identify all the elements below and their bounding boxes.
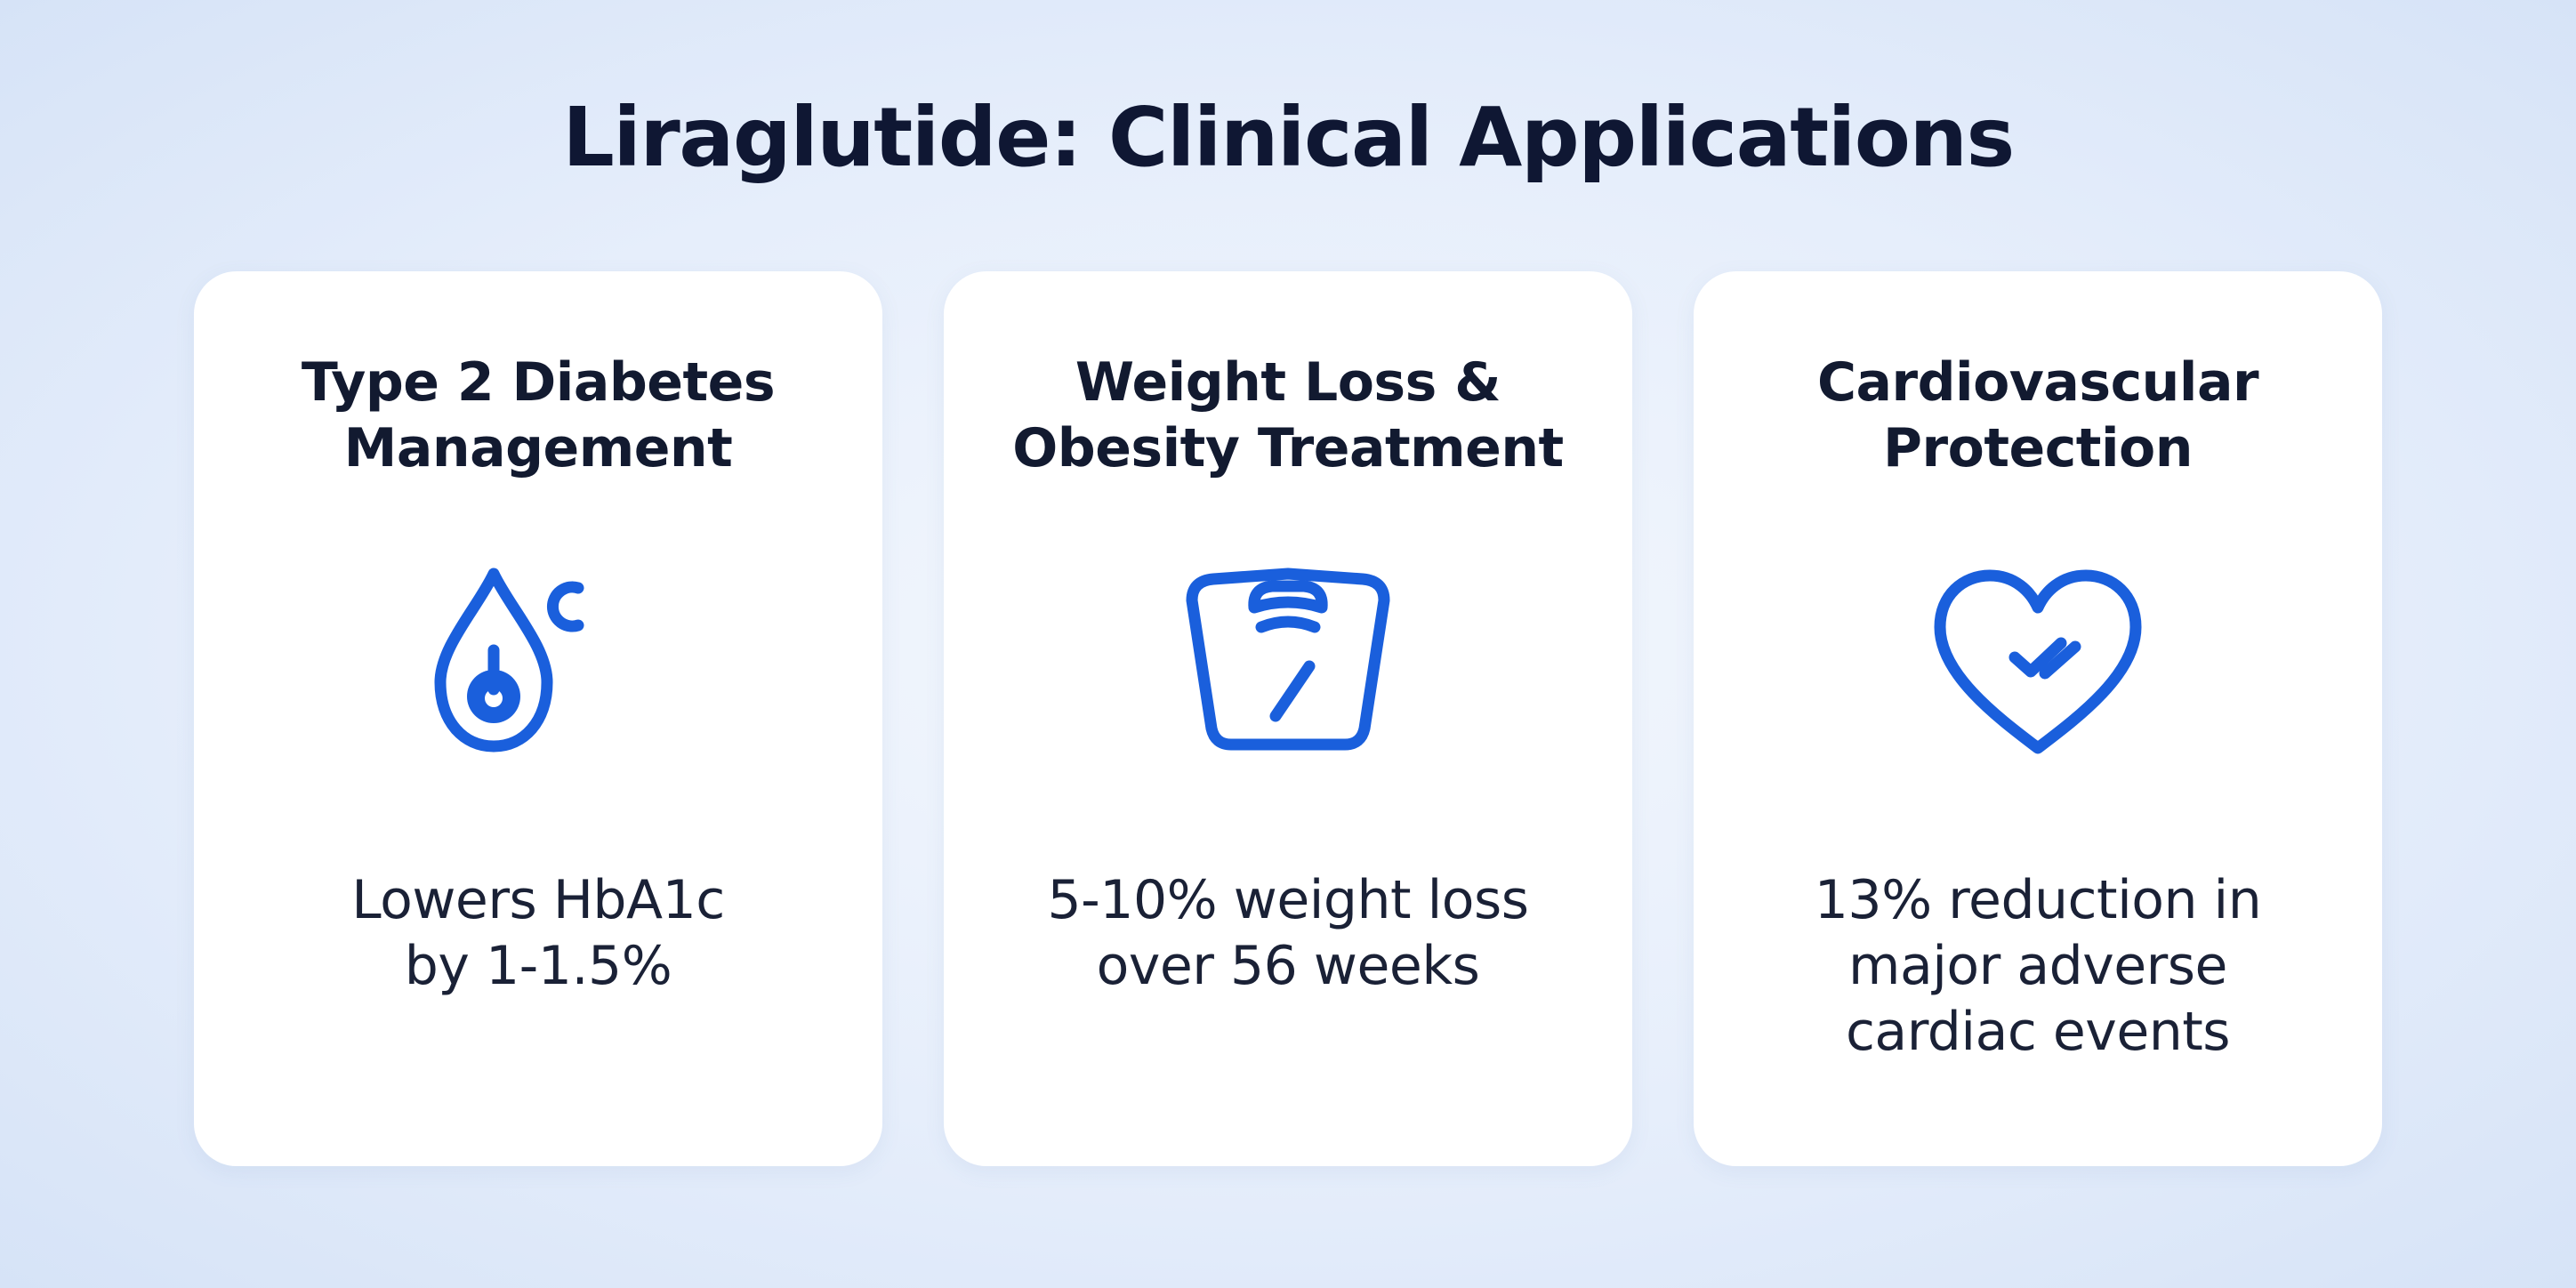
- card-row: Type 2 Diabetes Management Lowers HbA1c …: [194, 271, 2382, 1166]
- card-title: Type 2 Diabetes Management: [194, 350, 882, 481]
- card-title: Cardiovascular Protection: [1694, 350, 2382, 481]
- card-title-line: Management: [343, 417, 733, 479]
- card-cardiovascular: Cardiovascular Protection 13% reduction …: [1694, 271, 2382, 1166]
- card-type-2-diabetes: Type 2 Diabetes Management Lowers HbA1c …: [194, 271, 882, 1166]
- weighing-scale-icon: [1155, 538, 1421, 805]
- card-title-line: Cardiovascular: [1816, 351, 2259, 414]
- page-title: Liraglutide: Clinical Applications: [562, 90, 2015, 185]
- card-title-line: Type 2 Diabetes: [301, 351, 776, 414]
- heart-check-icon: [1904, 538, 2171, 805]
- card-title-line: Weight Loss &: [1075, 351, 1501, 414]
- card-description-line: 5-10% weight loss: [1047, 869, 1529, 931]
- card-description-line: 13% reduction in: [1814, 869, 2262, 931]
- card-description: 13% reduction in major adverse cardiac e…: [1694, 867, 2382, 1065]
- card-description-line: major adverse: [1848, 935, 2227, 997]
- card-title-line: Protection: [1883, 417, 2193, 479]
- card-title-line: Obesity Treatment: [1012, 417, 1564, 479]
- card-weight-loss: Weight Loss & Obesity Treatment 5-10% we…: [944, 271, 1632, 1166]
- card-description: 5-10% weight loss over 56 weeks: [944, 867, 1632, 999]
- card-description-line: cardiac events: [1845, 1001, 2231, 1063]
- card-description-line: Lowers HbA1c: [351, 869, 725, 931]
- blood-drop-glucose-icon: [405, 538, 672, 805]
- card-description-line: over 56 weeks: [1096, 935, 1480, 997]
- card-description: Lowers HbA1c by 1-1.5%: [194, 867, 882, 999]
- card-title: Weight Loss & Obesity Treatment: [944, 350, 1632, 481]
- card-description-line: by 1-1.5%: [404, 935, 672, 997]
